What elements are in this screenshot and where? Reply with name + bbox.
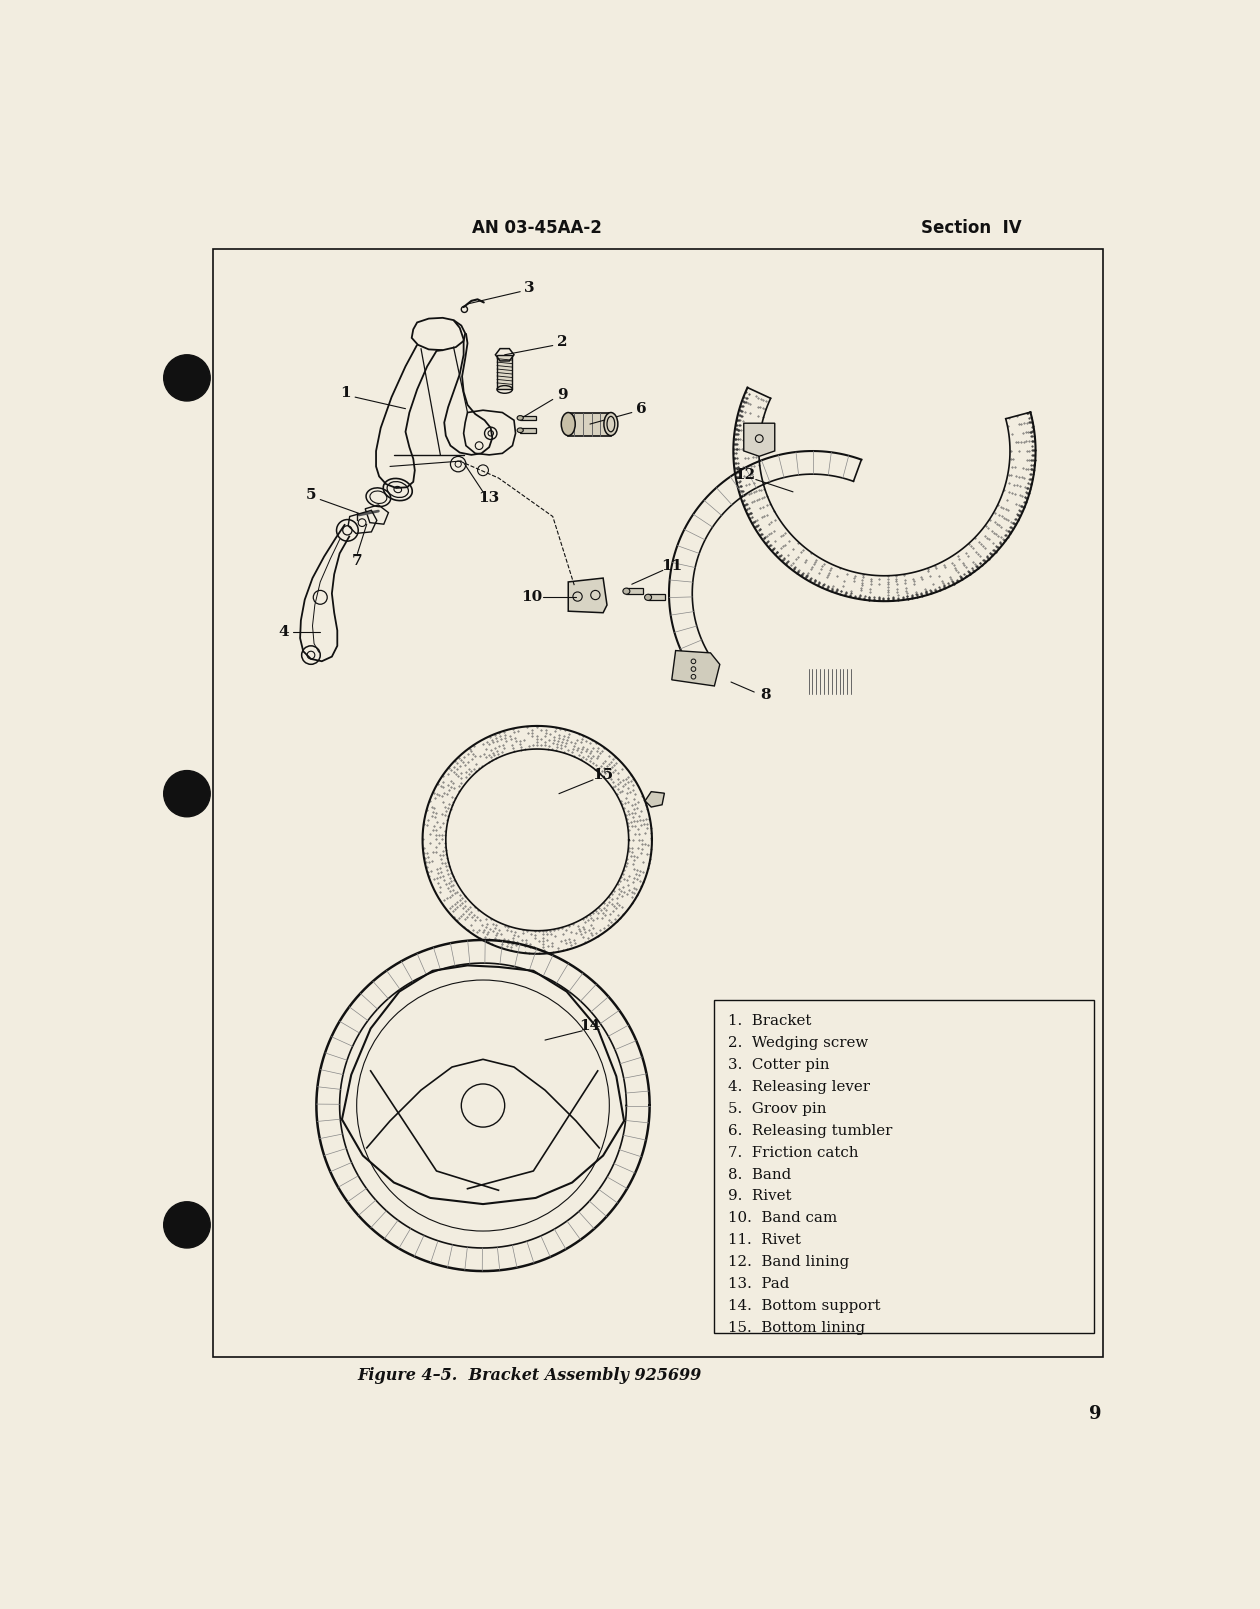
Text: 11.  Rivet: 11. Rivet — [728, 1234, 801, 1247]
Text: 10: 10 — [522, 591, 543, 605]
Ellipse shape — [604, 412, 617, 436]
Text: 15.  Bottom lining: 15. Bottom lining — [728, 1321, 866, 1335]
Text: 8: 8 — [761, 689, 771, 702]
Text: 6.  Releasing tumbler: 6. Releasing tumbler — [728, 1123, 892, 1138]
Text: 4.  Releasing lever: 4. Releasing lever — [728, 1080, 869, 1094]
Circle shape — [164, 1202, 210, 1249]
Text: 11: 11 — [662, 558, 683, 573]
Text: 14: 14 — [580, 1018, 601, 1033]
Text: 8.  Band: 8. Band — [728, 1168, 791, 1181]
Text: 12: 12 — [735, 468, 756, 483]
Polygon shape — [672, 650, 719, 685]
Bar — [626, 589, 644, 594]
Text: 15: 15 — [592, 767, 612, 782]
Text: Section  IV: Section IV — [921, 219, 1022, 237]
Text: 5.  Groov pin: 5. Groov pin — [728, 1102, 827, 1115]
Bar — [648, 594, 665, 600]
Text: AN 03-45AA-2: AN 03-45AA-2 — [472, 219, 602, 237]
Bar — [520, 428, 536, 433]
Text: 3.  Cotter pin: 3. Cotter pin — [728, 1057, 829, 1072]
Ellipse shape — [622, 589, 630, 594]
Text: 7: 7 — [352, 553, 363, 568]
Text: 13: 13 — [479, 491, 500, 505]
Text: 10.  Band cam: 10. Band cam — [728, 1212, 837, 1226]
Polygon shape — [743, 423, 775, 457]
Bar — [520, 415, 536, 420]
Text: 7.  Friction catch: 7. Friction catch — [728, 1146, 858, 1160]
Text: 6: 6 — [636, 402, 646, 415]
Bar — [714, 1001, 1094, 1332]
Text: 3: 3 — [524, 282, 534, 294]
Text: Figure 4–5.  Bracket Assembly 925699: Figure 4–5. Bracket Assembly 925699 — [358, 1366, 702, 1384]
Text: 2.  Wedging screw: 2. Wedging screw — [728, 1036, 868, 1049]
Text: 1: 1 — [340, 386, 352, 401]
Text: 14.  Bottom support: 14. Bottom support — [728, 1298, 881, 1313]
Ellipse shape — [517, 428, 523, 433]
Text: 9.  Rivet: 9. Rivet — [728, 1189, 791, 1204]
Text: 13.  Pad: 13. Pad — [728, 1278, 789, 1292]
Ellipse shape — [517, 415, 523, 420]
Bar — [496, 354, 513, 389]
Text: 2: 2 — [557, 335, 567, 349]
Ellipse shape — [645, 594, 651, 600]
Text: 9: 9 — [1089, 1405, 1101, 1422]
Circle shape — [164, 354, 210, 401]
Circle shape — [164, 771, 210, 817]
Text: 9: 9 — [557, 388, 567, 402]
Text: 1.  Bracket: 1. Bracket — [728, 1014, 811, 1028]
Polygon shape — [568, 578, 607, 613]
Text: 4: 4 — [278, 624, 289, 639]
Text: 5: 5 — [306, 488, 316, 502]
Bar — [568, 412, 611, 436]
Bar — [213, 248, 1102, 1358]
Text: 12.  Band lining: 12. Band lining — [728, 1255, 849, 1270]
Polygon shape — [645, 792, 664, 808]
Ellipse shape — [561, 412, 576, 436]
